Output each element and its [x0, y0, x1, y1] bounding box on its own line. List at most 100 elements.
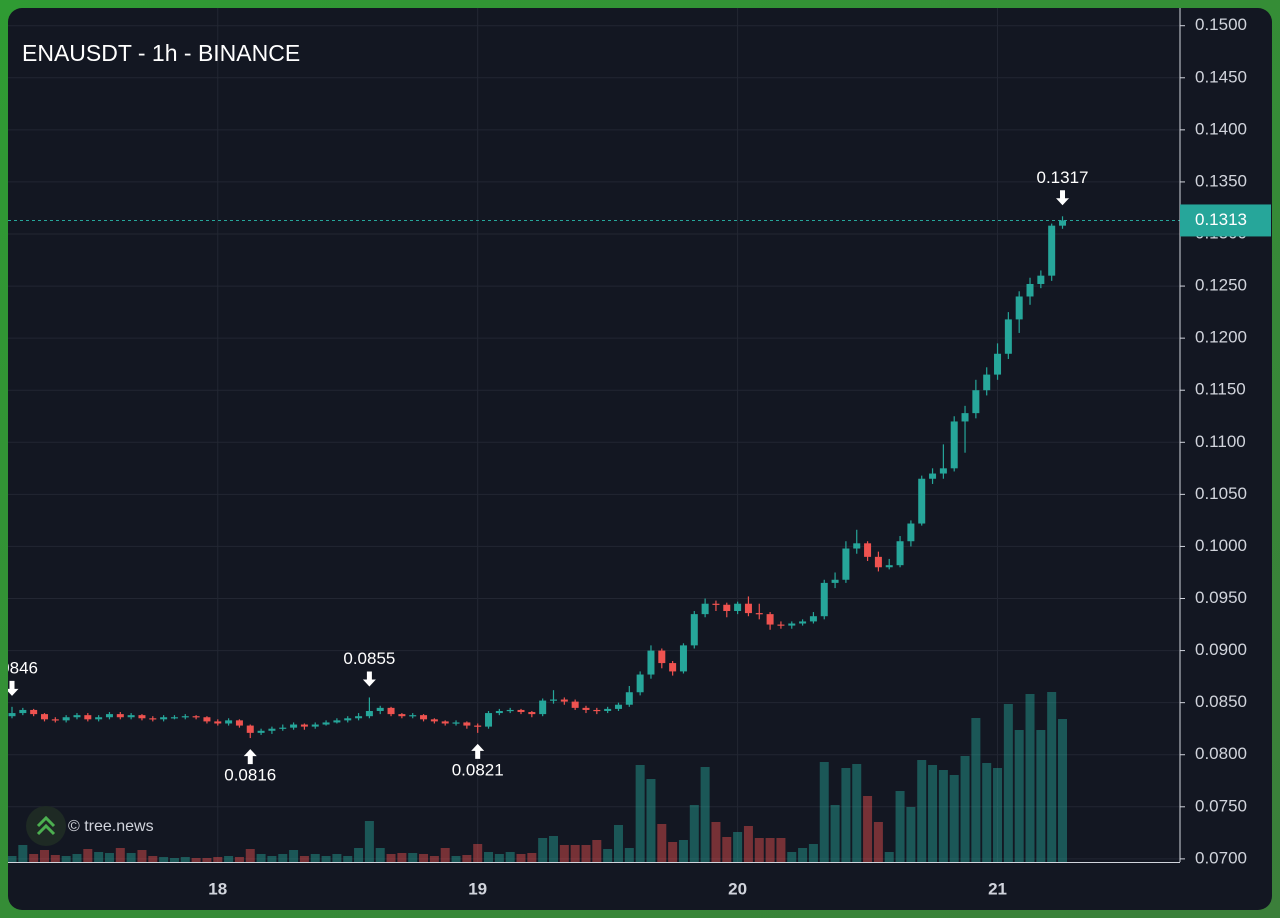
candle-body: [355, 716, 363, 719]
volume-bar: [592, 840, 602, 862]
candle-body: [604, 708, 612, 711]
candle-body: [409, 715, 417, 717]
candle-body: [723, 604, 731, 612]
volume-bar: [83, 849, 93, 862]
volume-bar: [18, 845, 28, 862]
volume-bar: [191, 858, 201, 862]
candle-body: [701, 603, 709, 615]
volume-bar: [928, 765, 938, 862]
volume-bar: [549, 836, 558, 862]
candle-layer: [8, 216, 1180, 739]
volume-layer: [8, 692, 1068, 862]
candle-body: [105, 714, 113, 718]
volume-bar: [126, 853, 136, 862]
volume-bar: [386, 854, 396, 862]
candle-body: [679, 645, 687, 672]
candle-body: [614, 704, 622, 709]
candle-body: [376, 707, 384, 711]
candle-body: [84, 715, 92, 720]
candle-body: [950, 421, 958, 469]
candle-body: [983, 374, 991, 391]
volume-bar: [700, 767, 710, 862]
candle-body: [19, 709, 27, 714]
volume-bar: [841, 768, 851, 862]
volume-bar: [895, 791, 905, 862]
candle-body: [116, 714, 124, 718]
candle-body: [560, 699, 568, 702]
volume-bar: [440, 848, 450, 862]
volume-bar: [115, 848, 125, 862]
volume-bar: [798, 848, 808, 862]
candle-body: [961, 413, 969, 422]
volume-bar: [505, 852, 515, 862]
candle-body: [517, 709, 525, 713]
x-tick-label: 20: [728, 879, 747, 898]
volume-bar: [646, 779, 656, 862]
y-tick-label: 0.1400: [1195, 119, 1247, 138]
volume-bar: [278, 854, 288, 862]
candle-body: [463, 722, 471, 726]
candle-body: [571, 701, 579, 708]
volume-bar: [949, 775, 959, 862]
volume-bar: [603, 849, 613, 862]
candle-body: [907, 523, 915, 542]
volume-bar: [50, 855, 60, 862]
volume-bar: [354, 848, 364, 862]
grid: [8, 8, 1180, 862]
candle-body: [246, 725, 254, 733]
volume-bar: [689, 805, 699, 862]
volume-bar: [527, 853, 537, 862]
volume-bar: [1025, 694, 1035, 862]
y-tick-label: 0.0850: [1195, 692, 1247, 711]
candle-body: [788, 623, 796, 626]
annotations: 0.0846 0.0855 0.1317 0.0816 0.0821: [8, 168, 1089, 785]
y-tick-label: 0.0750: [1195, 796, 1247, 815]
volume-bar: [397, 853, 407, 862]
volume-bar: [256, 854, 266, 862]
candle-body: [939, 468, 947, 474]
volume-bar: [917, 760, 927, 862]
candle-body: [344, 718, 352, 721]
candle-body: [279, 727, 287, 729]
price-annotation: 0.0855: [343, 649, 395, 668]
candle-body: [690, 614, 698, 646]
volume-bar: [754, 838, 764, 862]
volume-bar: [321, 856, 331, 862]
volume-bar: [180, 857, 190, 862]
volume-bar: [462, 855, 472, 862]
candle-body: [203, 717, 211, 722]
watermark: © tree.news: [68, 818, 154, 835]
volume-bar: [635, 765, 645, 862]
axes: 0.0700 0.0750 0.0800 0.0850 0.0900 0.0950 0.10…: [208, 15, 1247, 898]
candle-body: [8, 713, 16, 717]
volume-bar: [743, 826, 753, 862]
volume-bar: [787, 852, 797, 862]
y-tick-label: 0.1200: [1195, 328, 1247, 347]
candle-body: [387, 707, 395, 715]
candle-body: [235, 720, 243, 726]
candle-body: [138, 715, 146, 719]
x-tick-label: 19: [468, 879, 487, 898]
x-tick-label: 21: [988, 879, 1007, 898]
candle-body: [1059, 220, 1067, 226]
candle-body: [495, 710, 503, 714]
x-tick-label: 18: [208, 879, 227, 898]
volume-bar: [94, 852, 104, 862]
y-tick-label: 0.1050: [1195, 484, 1247, 503]
candle-body: [257, 730, 265, 733]
candle-body: [528, 712, 536, 715]
candle-body: [1048, 225, 1056, 276]
volume-bar: [494, 854, 504, 862]
volume-bar: [419, 854, 429, 862]
candle-body: [95, 717, 103, 720]
candle-body: [972, 390, 980, 414]
candle-body: [929, 473, 937, 479]
candle-body: [842, 548, 850, 580]
candle-body: [40, 714, 48, 720]
candle-body: [669, 663, 677, 672]
volume-bar: [429, 856, 439, 862]
volume-bar: [581, 845, 591, 862]
volume-bar: [559, 845, 569, 862]
volume-bar: [668, 842, 678, 862]
